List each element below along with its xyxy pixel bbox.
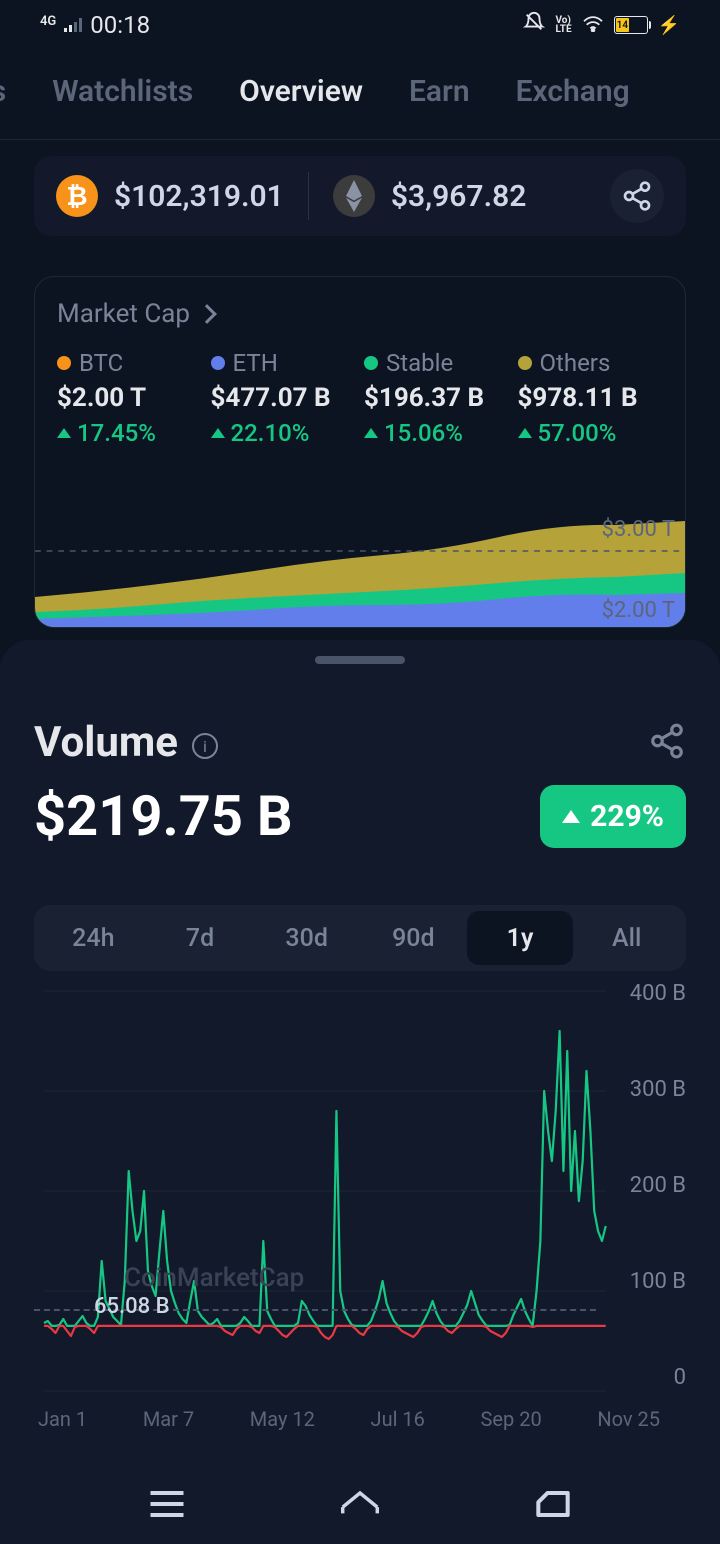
share-button[interactable] [610,169,664,223]
market-cap-grid: BTC $2.00 T 17.45% ETH $477.07 B 22.10% … [35,329,685,447]
mc-item-others: Others $978.11 B 57.00% [518,349,664,447]
charging-icon: ⚡ [658,15,680,36]
tab-watchlists[interactable]: Watchlists [52,74,193,115]
y-label-300: 300 B [630,1077,686,1102]
range-all[interactable]: All [573,911,680,965]
ethereum-icon [333,175,375,217]
volume-title: Volume [34,718,178,767]
top-tabs: ns Watchlists Overview Earn Exchang [0,50,720,140]
wifi-icon [582,13,604,38]
dot-icon [211,356,225,370]
range-1y[interactable]: 1y [467,911,574,965]
range-selector: 24h 7d 30d 90d 1y All [34,905,686,971]
status-left: 4G 00:18 [40,11,150,39]
signal-indicator: 4G [40,14,56,29]
mc-item-btc: BTC $2.00 T 17.45% [57,349,203,447]
status-time: 00:18 [90,11,150,39]
triangle-up-icon [57,428,71,438]
change-badge: 229% [540,785,686,848]
x-axis-labels: Jan 1 Mar 7 May 12 Jul 16 Sep 20 Nov 25 [38,1407,660,1431]
battery-icon: 14 [614,16,648,34]
divider [308,172,309,220]
volume-sheet: Volume i $219.75 B 229% 24h 7d 30d 90d 1… [0,640,720,1544]
x-label: Nov 25 [597,1407,660,1431]
market-cap-card[interactable]: Market Cap BTC $2.00 T 17.45% ETH $477.0… [34,276,686,628]
share-button[interactable] [648,722,686,764]
volume-header: Volume i [0,664,720,767]
y-label-0: 0 [674,1365,686,1390]
volume-value: $219.75 B [34,783,293,849]
eth-ticker[interactable]: $3,967.82 [333,175,527,217]
dot-icon [57,356,71,370]
tab-overview[interactable]: Overview [239,74,363,115]
mc-axis-top: $3.00 T [602,517,675,542]
chevron-right-icon [197,304,217,324]
volte-icon: Vo)LTE [555,16,571,34]
triangle-up-icon [518,428,532,438]
x-label: Sep 20 [481,1407,542,1431]
mc-item-eth: ETH $477.07 B 22.10% [211,349,357,447]
x-label: Jan 1 [38,1407,87,1431]
triangle-up-icon [364,428,378,438]
y-label-200: 200 B [630,1173,686,1198]
dot-icon [364,356,378,370]
range-30d[interactable]: 30d [253,911,360,965]
mc-item-stable: Stable $196.37 B 15.06% [364,349,510,447]
drag-handle[interactable] [315,656,405,664]
triangle-up-icon [562,810,580,823]
watermark: CoinMarketCap [124,1263,304,1293]
signal-bars-icon [64,13,82,38]
baseline-label: 65.08 B [94,1294,170,1319]
triangle-up-icon [211,428,225,438]
range-90d[interactable]: 90d [360,911,467,965]
x-label: Mar 7 [143,1407,194,1431]
tab-earn[interactable]: Earn [409,74,470,115]
ticker-row: ₿ $102,319.01 $3,967.82 [34,156,686,236]
back-button[interactable] [531,1482,575,1530]
y-label-100: 100 B [630,1269,686,1294]
x-label: May 12 [250,1407,315,1431]
volume-chart[interactable]: 400 B 300 B 200 B 100 B 0 65.08 B CoinMa… [34,981,686,1401]
btc-price: $102,319.01 [114,179,284,214]
status-bar: 4G 00:18 Vo)LTE 14 ⚡ [0,0,720,50]
y-label-400: 400 B [630,981,686,1006]
btc-ticker[interactable]: ₿ $102,319.01 [56,175,284,217]
dot-icon [518,356,532,370]
home-button[interactable] [338,1482,382,1530]
eth-price: $3,967.82 [391,179,527,214]
market-cap-title: Market Cap [57,299,190,329]
status-right: Vo)LTE 14 ⚡ [523,11,680,39]
recents-button[interactable] [145,1482,189,1530]
mc-axis-bottom: $2.00 T [602,598,675,623]
info-icon[interactable]: i [192,733,218,759]
market-cap-chart: $3.00 T $2.00 T [35,477,685,627]
x-label: Jul 16 [371,1407,425,1431]
dnd-icon [523,11,545,39]
tab-exchanges[interactable]: Exchang [516,74,630,115]
system-navbar [0,1482,720,1530]
range-24h[interactable]: 24h [40,911,147,965]
market-cap-header[interactable]: Market Cap [35,299,685,329]
volume-value-row: $219.75 B 229% [0,767,720,849]
bitcoin-icon: ₿ [56,175,98,217]
tab-markets[interactable]: ns [0,74,6,115]
range-7d[interactable]: 7d [147,911,254,965]
